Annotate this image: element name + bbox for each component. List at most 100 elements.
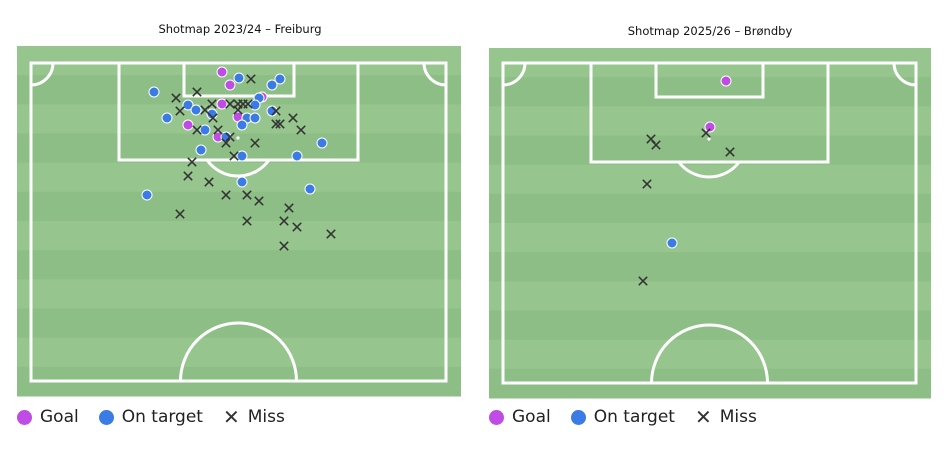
pitch-stripe <box>489 252 931 282</box>
shot-on-target-marker <box>304 183 316 195</box>
shot-miss-marker <box>192 125 202 135</box>
shot-miss-marker <box>326 229 336 239</box>
shot-miss-marker <box>242 216 252 226</box>
pitch-stripe <box>489 281 931 311</box>
shot-on-target-marker <box>141 189 153 201</box>
shot-goal-marker <box>224 79 236 91</box>
goal-marker-icon <box>489 409 504 425</box>
shot-miss-marker <box>242 190 252 200</box>
shot-miss-marker <box>701 128 711 138</box>
shot-on-target-marker <box>274 73 286 85</box>
shot-on-target-marker <box>249 112 261 124</box>
penalty-arc <box>677 161 741 179</box>
shot-miss-marker <box>204 177 214 187</box>
shot-miss-marker <box>229 151 239 161</box>
shot-on-target-marker <box>199 124 211 136</box>
shot-miss-marker <box>246 74 256 84</box>
legend-item-miss: ✕ Miss <box>223 407 285 427</box>
shot-miss-marker <box>233 105 243 115</box>
shot-on-target-marker <box>236 176 248 188</box>
legend-goal-label: Goal <box>40 407 79 427</box>
shot-goal-marker <box>216 98 228 110</box>
shot-miss-marker <box>642 179 652 189</box>
shot-goal-marker <box>216 66 228 78</box>
shot-on-target-marker <box>182 99 194 111</box>
shot-miss-marker <box>175 106 185 116</box>
shot-miss-marker <box>275 119 285 129</box>
penalty-arc <box>205 159 271 178</box>
shot-on-target-marker <box>233 72 245 84</box>
shot-miss-marker <box>279 241 289 251</box>
shot-miss-marker <box>284 203 294 213</box>
legend-on-target-label: On target <box>121 407 203 427</box>
pitch-stripe <box>17 191 461 222</box>
pitch-stripe <box>17 250 461 280</box>
shot-miss-marker <box>213 125 223 135</box>
shot-on-target-marker <box>236 119 248 131</box>
shot-goal-marker <box>720 75 732 87</box>
pitch-stripe <box>489 135 931 166</box>
corner-arc-right <box>422 62 447 87</box>
pitch-freiburg <box>17 46 461 397</box>
corner-arc-left <box>502 62 527 87</box>
shot-miss-marker <box>638 276 648 286</box>
pitch-stripe <box>489 193 931 224</box>
legend-goal-label: Goal <box>512 407 551 427</box>
shot-miss-marker <box>292 222 302 232</box>
shot-on-target-marker <box>291 150 303 162</box>
pitch-stripe <box>489 339 931 370</box>
shot-miss-marker <box>225 99 235 109</box>
pitch-stripe <box>17 337 461 368</box>
pitch-stripe <box>17 46 461 76</box>
legend-item-goal: Goal <box>17 407 79 427</box>
shot-miss-marker <box>208 113 218 123</box>
legend-on-target-label: On target <box>593 407 675 427</box>
shot-on-target-marker <box>161 112 173 124</box>
shot-miss-marker <box>225 132 235 142</box>
corner-arc-left <box>30 62 55 87</box>
miss-marker-icon: ✕ <box>694 405 712 429</box>
on-target-marker-icon <box>98 409 114 425</box>
shot-goal-marker <box>704 121 716 133</box>
shot-miss-marker <box>171 93 181 103</box>
shot-miss-marker <box>651 140 661 150</box>
legend-item-goal: Goal <box>489 407 551 427</box>
shot-miss-marker <box>250 138 260 148</box>
shot-miss-marker <box>200 105 210 115</box>
shot-miss-marker <box>221 138 231 148</box>
legend-item-miss: ✕ Miss <box>695 407 757 427</box>
goal-marker-icon <box>17 409 32 425</box>
shot-miss-marker <box>243 99 253 109</box>
penalty-spot <box>707 137 711 141</box>
on-target-marker-icon <box>570 409 586 425</box>
center-circle <box>179 321 298 382</box>
legend-miss-label: Miss <box>719 407 757 427</box>
shot-miss-marker <box>271 106 281 116</box>
shot-miss-marker <box>271 119 281 129</box>
shot-miss-marker <box>175 209 185 219</box>
miss-marker-icon: ✕ <box>222 405 240 429</box>
shot-miss-marker <box>183 171 193 181</box>
shot-on-target-marker <box>236 150 248 162</box>
shot-on-target-marker <box>666 237 678 249</box>
legend-item-on-target: On target <box>98 407 203 427</box>
legend-brondby: Goal On target ✕ Miss <box>489 407 777 427</box>
shot-miss-marker <box>192 87 202 97</box>
shot-miss-marker <box>288 113 298 123</box>
pitch-stripe <box>489 77 931 107</box>
pitch-stripe <box>17 221 461 251</box>
shot-miss-marker <box>279 216 289 226</box>
shot-miss-marker <box>221 190 231 200</box>
penalty-spot <box>236 136 240 140</box>
pitch-stripe <box>489 223 931 253</box>
legend-freiburg: Goal On target ✕ Miss <box>17 407 305 427</box>
six-yard-box <box>654 61 765 99</box>
shot-miss-marker <box>254 196 264 206</box>
shots-freiburg <box>141 66 336 251</box>
shot-on-target-marker <box>190 104 202 116</box>
shot-goal-marker <box>182 119 194 131</box>
shot-on-target-marker <box>195 144 207 156</box>
chart-title-freiburg: Shotmap 2023/24 – Freiburg <box>158 22 322 36</box>
six-yard-box <box>182 61 296 98</box>
